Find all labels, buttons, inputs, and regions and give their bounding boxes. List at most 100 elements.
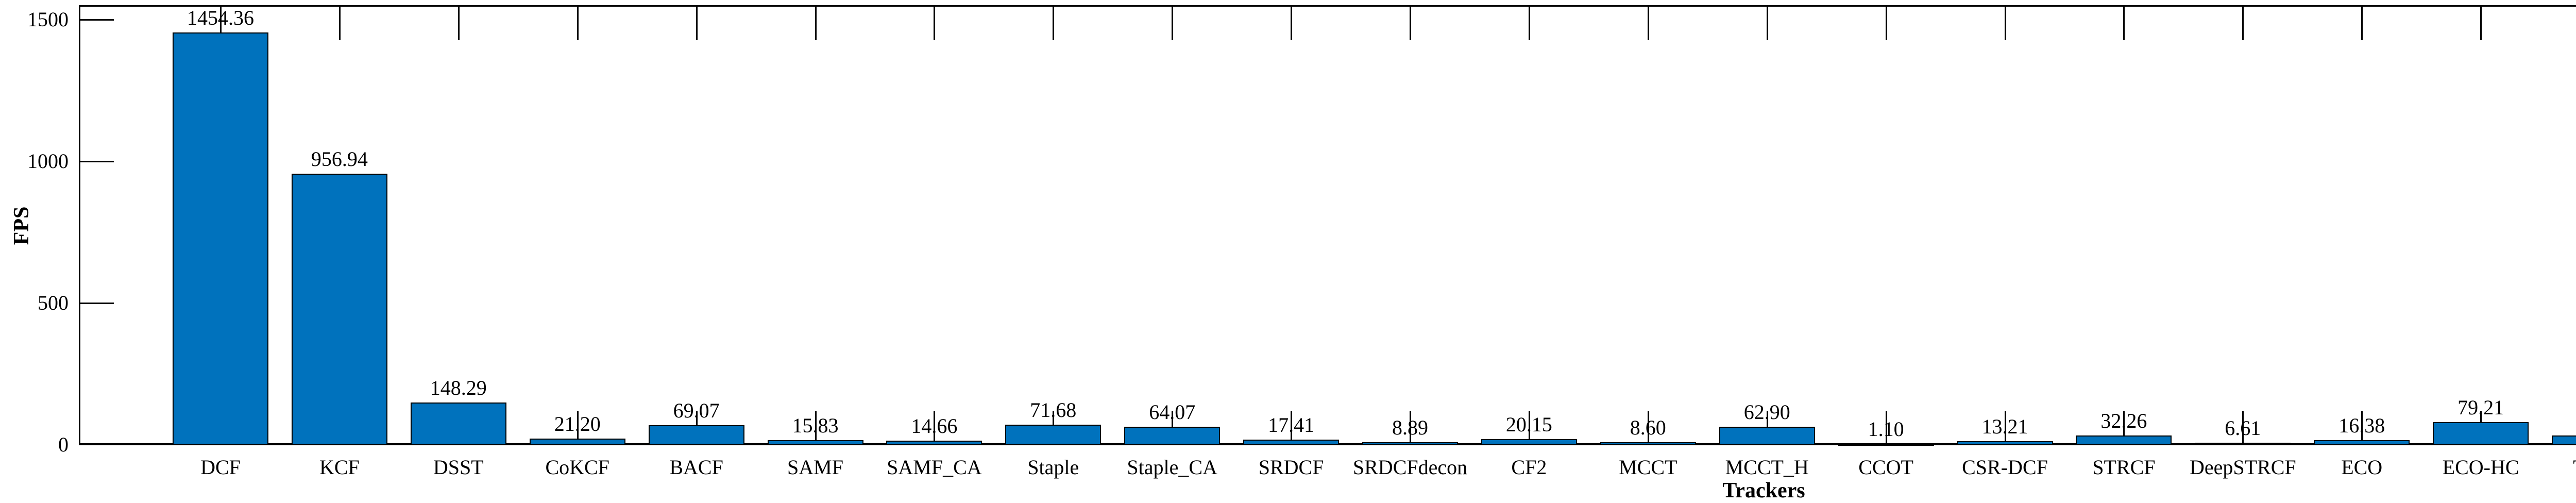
x-tick-mark [2242,411,2244,445]
x-tick-mark [1172,7,1174,40]
bar [173,32,268,445]
x-tick-label: CCOT [1858,456,1913,479]
bar [886,441,982,445]
x-tick-mark [1647,7,1649,40]
x-tick-mark [2242,7,2244,40]
x-tick-label: BACF [669,456,723,479]
x-tick-label: TADT [2517,456,2576,479]
bar [1005,425,1101,445]
bar-value-label: 1.10 [1868,417,1904,441]
bar-value-label: 71.68 [1030,398,1077,422]
bar [1481,439,1577,445]
x-tick-mark [815,7,817,40]
x-tick-mark [1291,411,1293,445]
x-tick-mark [1885,7,1887,40]
bar-value-label: 17.41 [1268,413,1315,437]
x-tick-mark [1528,411,1530,445]
bar-value-label: 1454.36 [187,6,254,29]
x-tick-label: KCF [319,456,360,479]
x-tick-mark [457,7,460,40]
y-tick-label: 1500 [27,8,69,31]
bar [648,425,744,445]
x-tick-label: DeepSTRCF [2189,456,2296,479]
bar-value-label: 62.90 [1743,400,1790,424]
x-tick-label: Staple [1027,456,1079,479]
x-tick-label: SRDCF [1258,456,1324,479]
x-tick-mark [577,7,579,40]
x-tick-label: Staple_CA [1127,456,1217,479]
bar-value-label: 32.48 [2522,409,2576,433]
x-tick-mark [2480,7,2482,40]
bar-value-label: 6.61 [2225,416,2261,440]
x-tick-mark [1885,411,1887,445]
x-tick-mark [338,7,341,40]
x-tick-mark [2123,411,2125,445]
bar [2552,435,2576,445]
bar [2195,443,2291,445]
x-tick-label: CSR-DCF [1962,456,2048,479]
y-tick-mark [80,303,114,304]
bar-value-label: 8.60 [1630,416,1666,439]
bar-value-label: 148.29 [430,376,487,399]
bar-value-label: 15.83 [792,414,839,437]
y-tick-mark [80,161,114,162]
x-tick-label: ECO-HC [2442,456,2519,479]
x-tick-label: CF2 [1511,456,1547,479]
x-tick-mark [2004,411,2006,445]
bar [410,403,506,445]
bar-value-label: 32.26 [2100,409,2147,432]
x-tick-label: ECO [2341,456,2383,479]
x-tick-mark [577,411,579,445]
x-tick-label: DSST [433,456,484,479]
x-tick-label: MCCT_H [1725,456,1809,479]
x-tick-mark [1766,7,1768,40]
x-tick-mark [2361,411,2363,445]
bar [1838,444,1934,446]
x-tick-label: SAMF_CA [887,456,982,479]
x-axis-title: Trackers [1722,479,1805,502]
x-tick-mark [1410,411,1411,445]
x-tick-mark [220,7,222,40]
bar [1243,440,1340,445]
bar-value-label: 69.07 [673,399,720,422]
x-tick-label: CoKCF [545,456,609,479]
x-tick-mark [2004,7,2006,40]
bar [767,440,863,445]
bar [1362,442,1458,445]
bar-value-label: 20.15 [1505,413,1552,436]
bar [1600,442,1696,445]
x-tick-mark [934,7,936,40]
y-tick-label: 500 [38,291,69,314]
x-tick-label: STRCF [2092,456,2156,479]
bar [1719,427,1815,445]
bar-value-label: 64.07 [1149,400,1196,424]
x-tick-mark [2361,7,2363,40]
bar-value-label: 8.89 [1392,416,1428,439]
x-tick-mark [1053,7,1055,40]
bar [1124,427,1221,445]
x-tick-label: SRDCFdecon [1352,456,1468,479]
y-tick-mark [80,19,114,21]
bar-value-label: 79.21 [2458,396,2504,419]
bar-value-label: 21.20 [554,412,601,435]
bar-value-label: 956.94 [311,147,368,171]
bar [291,174,387,445]
x-tick-mark [2123,7,2125,40]
x-tick-mark [1410,7,1411,40]
bar [2076,435,2172,445]
x-tick-mark [696,7,698,40]
bar [529,439,625,445]
x-tick-mark [934,411,936,445]
x-tick-mark [1291,7,1293,40]
x-tick-mark [1528,7,1530,40]
x-tick-mark [815,411,817,445]
bar-value-label: 13.21 [1981,415,2028,438]
x-tick-label: SAMF [787,456,843,479]
bar-value-label: 14.66 [911,414,958,438]
bar [1957,441,2053,445]
bar-value-label: 16.38 [2338,414,2385,437]
y-tick-label: 1000 [27,149,69,173]
x-tick-mark [1647,411,1649,445]
bar [2433,422,2529,445]
